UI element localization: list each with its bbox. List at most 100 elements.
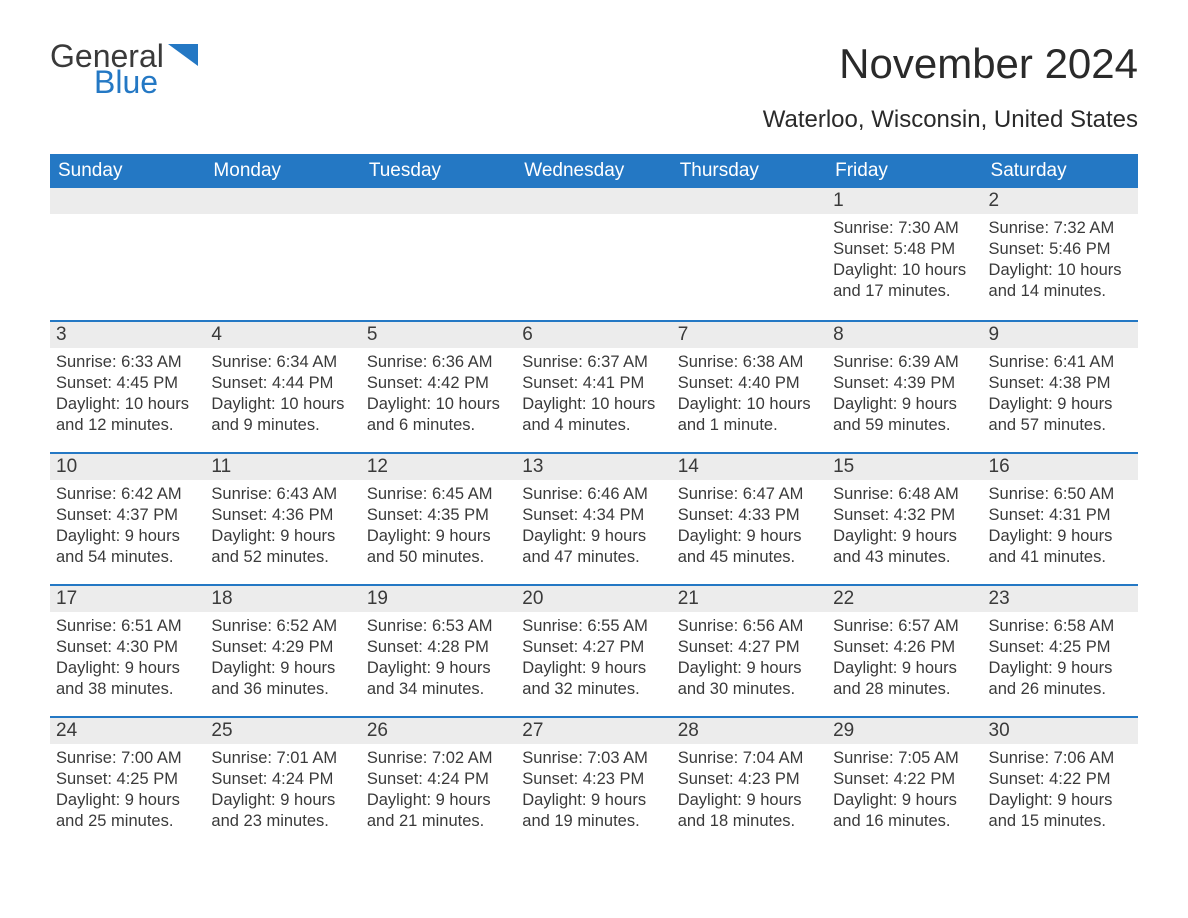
daylight2-text: and 16 minutes. (833, 811, 976, 832)
sunset-text: Sunset: 4:27 PM (678, 637, 821, 658)
dow-tuesday: Tuesday (361, 154, 516, 188)
day-cell: 19Sunrise: 6:53 AMSunset: 4:28 PMDayligh… (361, 584, 516, 716)
daylight1-text: Daylight: 9 hours (989, 394, 1132, 415)
daylight1-text: Daylight: 9 hours (678, 790, 821, 811)
daylight2-text: and 59 minutes. (833, 415, 976, 436)
sunrise-text: Sunrise: 6:55 AM (522, 616, 665, 637)
dow-thursday: Thursday (672, 154, 827, 188)
daylight2-text: and 45 minutes. (678, 547, 821, 568)
day-cell: 28Sunrise: 7:04 AMSunset: 4:23 PMDayligh… (672, 716, 827, 848)
daylight2-text: and 17 minutes. (833, 281, 976, 302)
sunrise-text: Sunrise: 6:52 AM (211, 616, 354, 637)
daylight1-text: Daylight: 9 hours (833, 658, 976, 679)
sunset-text: Sunset: 4:33 PM (678, 505, 821, 526)
daylight2-text: and 18 minutes. (678, 811, 821, 832)
daylight1-text: Daylight: 9 hours (56, 790, 199, 811)
daylight2-text: and 43 minutes. (833, 547, 976, 568)
sunset-text: Sunset: 4:26 PM (833, 637, 976, 658)
sunset-text: Sunset: 4:38 PM (989, 373, 1132, 394)
day-number: 12 (361, 452, 516, 480)
day-details: Sunrise: 6:42 AMSunset: 4:37 PMDaylight:… (50, 480, 205, 578)
sunrise-text: Sunrise: 6:46 AM (522, 484, 665, 505)
day-cell: 29Sunrise: 7:05 AMSunset: 4:22 PMDayligh… (827, 716, 982, 848)
day-number (205, 188, 360, 214)
daylight2-text: and 57 minutes. (989, 415, 1132, 436)
daylight2-text: and 25 minutes. (56, 811, 199, 832)
daylight2-text: and 12 minutes. (56, 415, 199, 436)
day-number: 16 (983, 452, 1138, 480)
sunrise-text: Sunrise: 7:05 AM (833, 748, 976, 769)
day-cell: 30Sunrise: 7:06 AMSunset: 4:22 PMDayligh… (983, 716, 1138, 848)
sunrise-text: Sunrise: 6:47 AM (678, 484, 821, 505)
daylight2-text: and 9 minutes. (211, 415, 354, 436)
sunrise-text: Sunrise: 6:48 AM (833, 484, 976, 505)
day-cell (672, 188, 827, 320)
daylight2-text: and 14 minutes. (989, 281, 1132, 302)
sunrise-text: Sunrise: 7:01 AM (211, 748, 354, 769)
day-number: 21 (672, 584, 827, 612)
day-number: 9 (983, 320, 1138, 348)
sunrise-text: Sunrise: 7:03 AM (522, 748, 665, 769)
day-number: 29 (827, 716, 982, 744)
daylight1-text: Daylight: 9 hours (56, 526, 199, 547)
sunset-text: Sunset: 4:28 PM (367, 637, 510, 658)
day-number: 13 (516, 452, 671, 480)
daylight1-text: Daylight: 9 hours (989, 658, 1132, 679)
dow-friday: Friday (827, 154, 982, 188)
sunrise-text: Sunrise: 7:04 AM (678, 748, 821, 769)
sunrise-text: Sunrise: 7:06 AM (989, 748, 1132, 769)
daylight2-text: and 41 minutes. (989, 547, 1132, 568)
day-details: Sunrise: 6:34 AMSunset: 4:44 PMDaylight:… (205, 348, 360, 446)
day-number (672, 188, 827, 214)
daylight1-text: Daylight: 9 hours (833, 394, 976, 415)
day-number: 20 (516, 584, 671, 612)
sunrise-text: Sunrise: 6:36 AM (367, 352, 510, 373)
sunrise-text: Sunrise: 7:02 AM (367, 748, 510, 769)
day-number (50, 188, 205, 214)
daylight2-text: and 34 minutes. (367, 679, 510, 700)
day-details: Sunrise: 6:36 AMSunset: 4:42 PMDaylight:… (361, 348, 516, 446)
day-cell: 24 Sunrise: 7:00 AMSunset: 4:25 PMDayligh… (50, 716, 205, 848)
daylight2-text: and 38 minutes. (56, 679, 199, 700)
daylight2-text: and 4 minutes. (522, 415, 665, 436)
sunrise-text: Sunrise: 7:00 AM (56, 748, 199, 769)
sunrise-text: Sunrise: 6:50 AM (989, 484, 1132, 505)
sunrise-text: Sunrise: 6:34 AM (211, 352, 354, 373)
sunset-text: Sunset: 4:22 PM (833, 769, 976, 790)
daylight2-text: and 32 minutes. (522, 679, 665, 700)
sunrise-text: Sunrise: 6:38 AM (678, 352, 821, 373)
day-number: 22 (827, 584, 982, 612)
day-number: 11 (205, 452, 360, 480)
daylight1-text: Daylight: 9 hours (56, 658, 199, 679)
day-details: Sunrise: 6:45 AMSunset: 4:35 PMDaylight:… (361, 480, 516, 578)
day-cell: 10Sunrise: 6:42 AMSunset: 4:37 PMDayligh… (50, 452, 205, 584)
daylight1-text: Daylight: 9 hours (833, 526, 976, 547)
sunset-text: Sunset: 4:40 PM (678, 373, 821, 394)
day-cell: 13Sunrise: 6:46 AMSunset: 4:34 PMDayligh… (516, 452, 671, 584)
daylight1-text: Daylight: 9 hours (522, 526, 665, 547)
daylight1-text: Daylight: 9 hours (367, 790, 510, 811)
day-cell: 11Sunrise: 6:43 AMSunset: 4:36 PMDayligh… (205, 452, 360, 584)
sunset-text: Sunset: 5:48 PM (833, 239, 976, 260)
day-cell: 12Sunrise: 6:45 AMSunset: 4:35 PMDayligh… (361, 452, 516, 584)
daylight1-text: Daylight: 9 hours (522, 658, 665, 679)
dow-wednesday: Wednesday (516, 154, 671, 188)
day-details: Sunrise: 6:57 AMSunset: 4:26 PMDaylight:… (827, 612, 982, 710)
logo: General Blue (50, 40, 198, 98)
sunset-text: Sunset: 4:29 PM (211, 637, 354, 658)
day-number: 25 (205, 716, 360, 744)
day-number: 24 (50, 716, 205, 744)
dow-sunday: Sunday (50, 154, 205, 188)
dow-monday: Monday (205, 154, 360, 188)
sunrise-text: Sunrise: 7:32 AM (989, 218, 1132, 239)
day-details: Sunrise: 6:50 AMSunset: 4:31 PMDaylight:… (983, 480, 1138, 578)
sunset-text: Sunset: 4:30 PM (56, 637, 199, 658)
day-number: 15 (827, 452, 982, 480)
sunrise-text: Sunrise: 6:51 AM (56, 616, 199, 637)
day-details: Sunrise: 7:30 AMSunset: 5:48 PMDaylight:… (827, 214, 982, 312)
day-cell: 3Sunrise: 6:33 AMSunset: 4:45 PMDaylight… (50, 320, 205, 452)
sunrise-text: Sunrise: 6:42 AM (56, 484, 199, 505)
day-cell: 20Sunrise: 6:55 AMSunset: 4:27 PMDayligh… (516, 584, 671, 716)
logo-blue: Blue (94, 66, 164, 98)
sunset-text: Sunset: 4:25 PM (56, 769, 199, 790)
